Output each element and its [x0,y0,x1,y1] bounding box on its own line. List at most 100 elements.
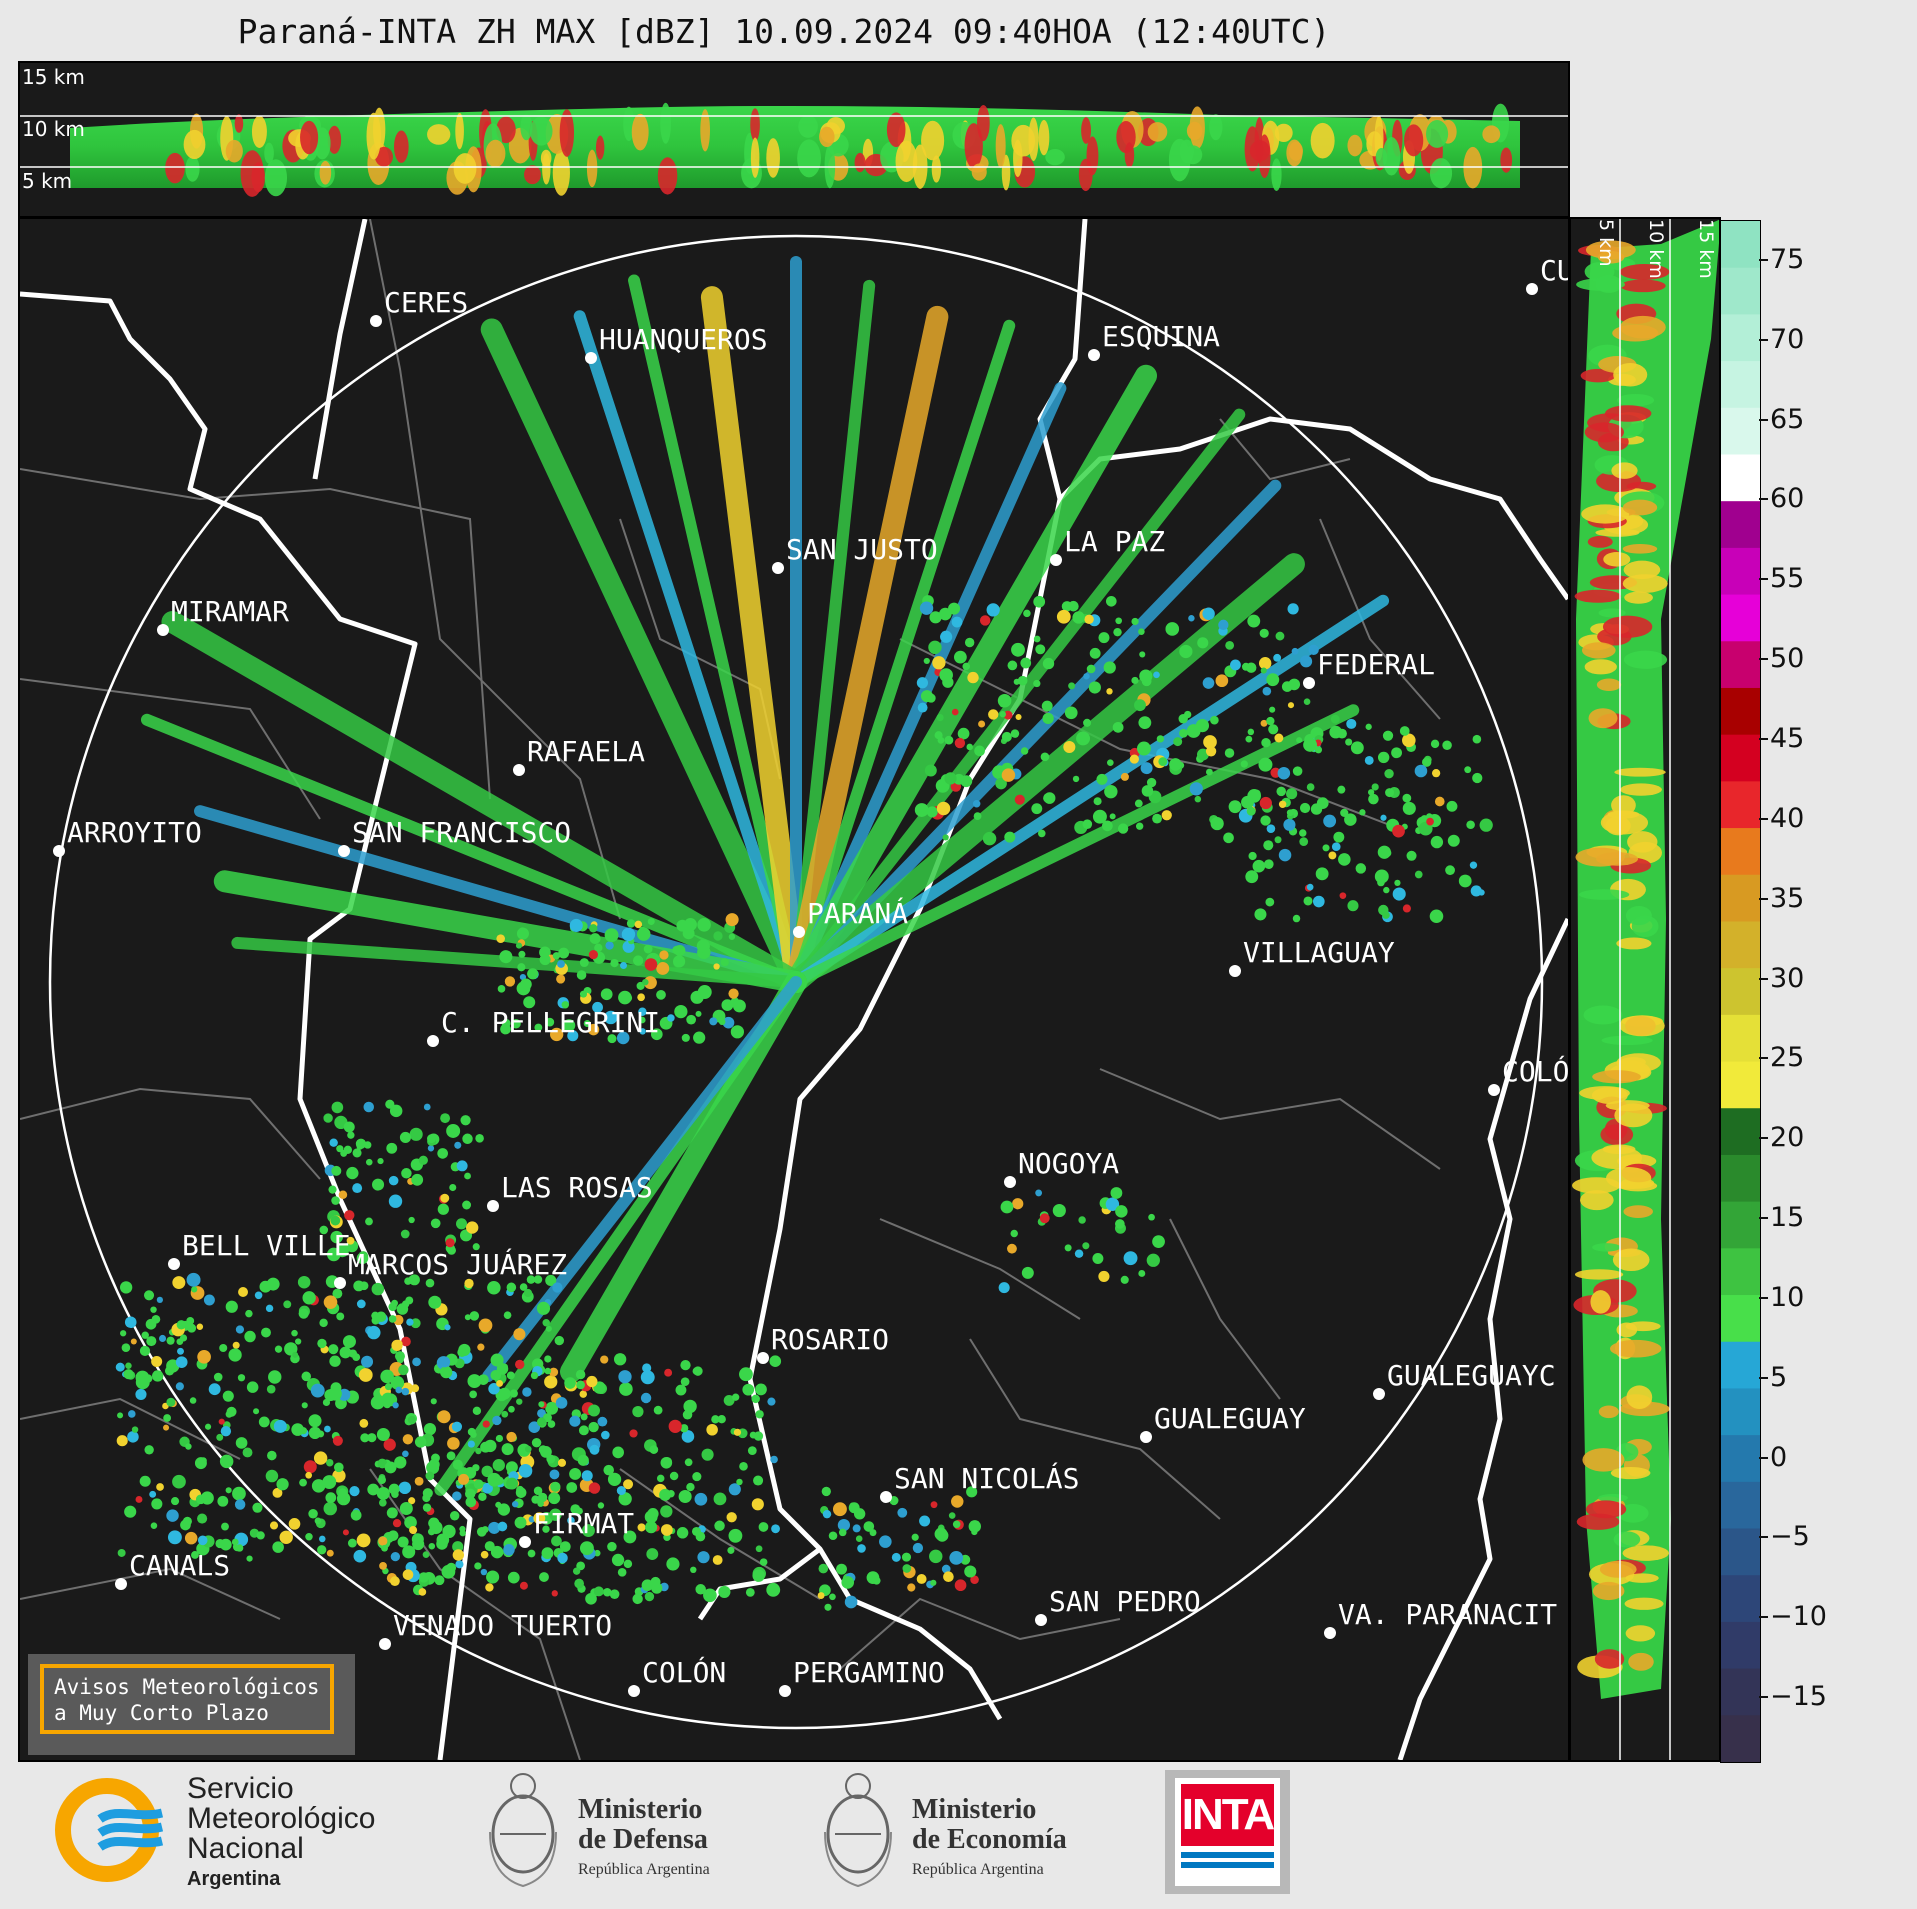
svg-text:MIRAMAR: MIRAMAR [171,595,289,628]
svg-text:RAFAELA: RAFAELA [527,735,645,768]
warning-notice[interactable]: Avisos Meteorológicos a Muy Corto Plazo [28,1654,355,1755]
svg-text:ARROYITO: ARROYITO [67,816,202,849]
smn-name-line-2: Meteorológico [187,1802,376,1835]
colorbar-tick-label: 65 [1770,403,1805,435]
smn-country: Argentina [187,1868,281,1890]
economia-line-1: Ministerio [912,1794,1037,1825]
city-esquina: ESQUINA [1088,320,1220,361]
city-miramar: MIRAMAR [157,595,289,636]
city-arroyito: ARROYITO [53,816,202,857]
city-cu: CU [1526,254,1568,295]
svg-text:SAN FRANCISCO: SAN FRANCISCO [352,816,571,849]
colorbar-tick-label: 35 [1770,882,1805,914]
colorbar-tick-mark [1759,418,1768,421]
smn-name-line-1: Servicio [187,1772,294,1805]
city-federal: FEDERAL [1303,648,1435,689]
city-bell-ville: BELL VILLE [168,1229,351,1270]
city-firmat: FIRMAT [519,1507,634,1548]
city-va-paranacit: VA. PARANACIT [1324,1598,1557,1639]
colorbar-tick-label: 15 [1770,1202,1805,1234]
svg-text:ESQUINA: ESQUINA [1102,320,1220,353]
colorbar-tick-mark [1759,1137,1768,1140]
map-title: Paraná-INTA ZH MAX [dBZ] 10.09.2024 09:4… [237,12,1331,51]
colorbar-tick-label: 45 [1770,722,1805,754]
svg-text:VENADO TUERTO: VENADO TUERTO [393,1609,612,1642]
colorbar-tick-label: −5 [1770,1521,1810,1553]
svg-text:GUALEGUAYC: GUALEGUAYC [1387,1359,1556,1392]
svg-text:SAN NICOLÁS: SAN NICOLÁS [894,1461,1079,1495]
city-san-pedro: SAN PEDRO [1035,1585,1201,1626]
defensa-line-3: República Argentina [578,1861,710,1878]
colorbar-tick-mark [1759,1456,1768,1459]
defensa-line-2: de Defensa [578,1824,708,1855]
colorbar-tick-mark [1759,578,1768,581]
height-label-5km: 5 km [22,169,73,193]
colorbar-tick-mark [1759,1217,1768,1220]
city-paran-: PARANÁ [793,896,908,938]
svg-text:VILLAGUAY: VILLAGUAY [1243,936,1395,969]
colorbar-tick-mark [1759,498,1768,501]
city-las-rosas: LAS ROSAS [487,1171,653,1212]
inta-logo: INTA [1165,1770,1290,1894]
colorbar-tick-label: 75 [1770,243,1805,275]
smn-logo-icon [55,1778,164,1882]
svg-text:ROSARIO: ROSARIO [771,1323,889,1356]
colorbar-tick-label: 70 [1770,323,1805,355]
colorbar-tick-label: 25 [1770,1042,1805,1074]
colorbar-tick-mark [1759,1296,1768,1299]
svg-text:SAN PEDRO: SAN PEDRO [1049,1585,1201,1618]
colorbar-tick-label: 30 [1770,962,1805,994]
colorbar-tick-label: 50 [1770,643,1805,675]
svg-text:C. PELLEGRINI: C. PELLEGRINI [441,1006,660,1039]
colorbar-tick-label: 55 [1770,563,1805,595]
city-villaguay: VILLAGUAY [1229,936,1395,977]
city-ceres: CERES [370,286,468,327]
colorbar-tick-mark [1759,1536,1768,1539]
svg-text:PERGAMINO: PERGAMINO [793,1656,945,1689]
economia-line-2: de Economía [912,1824,1067,1855]
argentina-coat-of-arms-icon [489,1773,557,1888]
city-san-justo: SAN JUSTO [772,533,938,574]
colorbar-tick-mark [1759,658,1768,661]
colorbar-tick-label: 5 [1770,1361,1788,1393]
colorbar-tick-mark [1759,258,1768,261]
svg-text:HUANQUEROS: HUANQUEROS [599,323,768,356]
city-marcos-ju-rez: MARCOS JUÁREZ [334,1247,567,1289]
colorbar-tick-mark [1759,1616,1768,1619]
svg-text:LAS ROSAS: LAS ROSAS [501,1171,653,1204]
svg-text:PARANÁ: PARANÁ [807,896,908,930]
side-profile-echoes [1572,219,1719,1760]
top-height-profile: 15 km 10 km 5 km [18,61,1570,218]
argentina-coat-of-arms-icon-2 [824,1773,892,1888]
colorbar-tick-label: −10 [1770,1601,1827,1633]
city-pergamino: PERGAMINO [779,1656,945,1697]
svg-text:FEDERAL: FEDERAL [1317,648,1435,681]
notice-line-2: a Muy Corto Plazo [54,1701,269,1725]
radar-map: CERES HUANQUEROS ESQUINA CU SAN JUSTO LA PAZ M… [18,217,1570,1762]
city-col-n: COLÓN [628,1655,726,1697]
side-height-label-10km: 10 km [1645,219,1667,279]
economia-line-3: República Argentina [912,1861,1044,1878]
svg-text:NOGOYA: NOGOYA [1018,1147,1119,1180]
svg-text:COLÓ: COLÓ [1502,1054,1568,1088]
side-height-label-5km: 5 km [1595,219,1617,267]
colorbar-tick-label: 0 [1770,1441,1788,1473]
city-gualeguay: GUALEGUAY [1140,1402,1306,1443]
inta-wordmark: INTA [1181,1784,1275,1846]
side-height-profile: 5 km 10 km 15 km [1569,217,1721,1762]
dbz-colorbar [1720,220,1761,1763]
city-col-: COLÓ [1488,1054,1568,1096]
svg-text:CANALS: CANALS [129,1549,230,1582]
svg-text:VA. PARANACIT: VA. PARANACIT [1338,1598,1557,1631]
city-san-francisco: SAN FRANCISCO [338,816,571,857]
colorbar-tick-mark [1759,897,1768,900]
colorbar-tick-mark [1759,817,1768,820]
svg-text:LA PAZ: LA PAZ [1064,525,1165,558]
top-profile-echoes [20,102,1568,197]
smn-name-line-3: Nacional [187,1832,304,1865]
city-la-paz: LA PAZ [1050,525,1165,566]
city-san-nicol-s: SAN NICOLÁS [880,1461,1079,1503]
height-label-10km: 10 km [22,117,85,141]
height-label-15km: 15 km [22,65,85,89]
city-rafaela: RAFAELA [513,735,645,776]
